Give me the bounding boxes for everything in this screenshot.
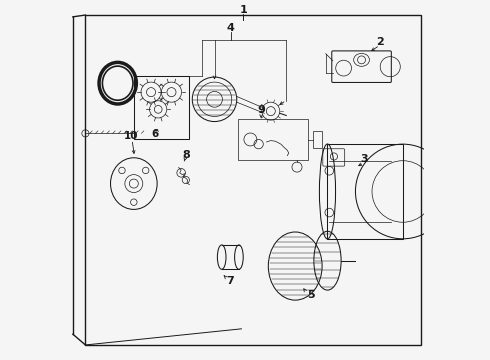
Text: 1: 1 xyxy=(239,5,247,15)
Text: 3: 3 xyxy=(360,154,368,164)
Text: 6: 6 xyxy=(151,129,158,139)
Text: 5: 5 xyxy=(308,291,315,301)
Bar xyxy=(134,76,190,139)
Text: 9: 9 xyxy=(257,105,265,115)
Text: 10: 10 xyxy=(124,131,139,141)
Bar xyxy=(313,131,322,148)
Text: 2: 2 xyxy=(376,37,384,47)
Text: 4: 4 xyxy=(227,23,235,33)
Bar xyxy=(238,119,308,160)
Text: 7: 7 xyxy=(226,276,234,286)
Text: 8: 8 xyxy=(183,150,191,160)
Bar xyxy=(327,144,403,239)
